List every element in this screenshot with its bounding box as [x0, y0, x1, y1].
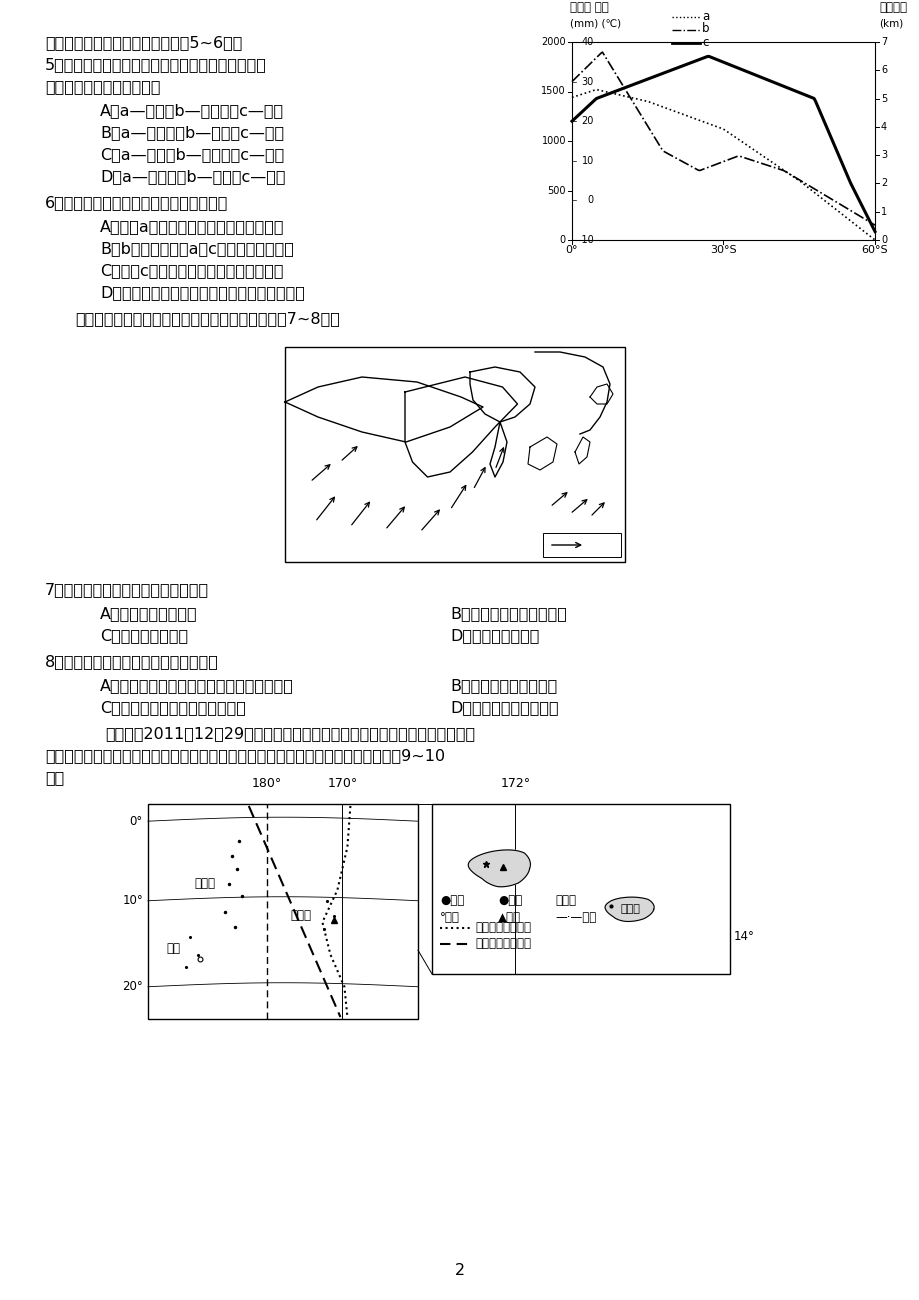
- Bar: [285, 347, 624, 562]
- Text: 20°: 20°: [122, 980, 142, 993]
- Text: 0°: 0°: [565, 244, 578, 255]
- Text: 降水量 气温: 降水量 气温: [570, 1, 608, 14]
- Text: A．日本油轮从中东返航经北印度洋顺风顺水: A．日本油轮从中东返航经北印度洋顺风顺水: [100, 679, 293, 693]
- Text: 萨摩亚: 萨摩亚: [290, 910, 311, 923]
- Text: 雪线高度: 雪线高度: [878, 1, 906, 14]
- Text: 1: 1: [880, 207, 886, 217]
- Bar: [572, 42, 874, 240]
- Text: 7．图中大气环流的形成的主要原因是: 7．图中大气环流的形成的主要原因是: [45, 582, 209, 597]
- Text: (km): (km): [878, 20, 902, 29]
- Text: ●岛屿: ●岛屿: [439, 894, 464, 907]
- Text: 2: 2: [880, 178, 886, 188]
- Text: D．a—降水量，b—雪线，c—气温: D．a—降水量，b—雪线，c—气温: [100, 169, 285, 185]
- Text: 旧国际日期变更线: 旧国际日期变更线: [474, 937, 530, 950]
- Text: C．a—雪线，b—降水量，c—气温: C．a—雪线，b—降水量，c—气温: [100, 147, 284, 162]
- Text: 1000: 1000: [541, 136, 565, 146]
- Text: 0°: 0°: [130, 815, 142, 828]
- Text: A．海陆热力性质差异: A．海陆热力性质差异: [100, 606, 198, 621]
- Text: a: a: [701, 9, 709, 22]
- Text: C．洋流的季节变化: C．洋流的季节变化: [100, 628, 187, 644]
- Text: c: c: [701, 35, 708, 48]
- Text: 图瓦卢: 图瓦卢: [195, 878, 216, 891]
- Text: 的国家，变成最早迎接新一天的国家，国际日期变更线因此发生了改变。读图，完成9~10: 的国家，变成最早迎接新一天的国家，国际日期变更线因此发生了改变。读图，完成9~1…: [45, 747, 445, 763]
- Text: D．地中海沿岸炎热干燥: D．地中海沿岸炎热干燥: [449, 699, 558, 715]
- Text: 5: 5: [880, 94, 886, 104]
- Text: 新国际日期变更线: 新国际日期变更线: [474, 920, 530, 933]
- Text: B．气压带、风带季节移动: B．气压带、风带季节移动: [449, 606, 566, 621]
- Text: 170°: 170°: [327, 777, 357, 790]
- Text: ▲山峰: ▲山峰: [497, 911, 520, 924]
- Text: 0: 0: [880, 235, 886, 244]
- Text: ●首都: ●首都: [497, 894, 522, 907]
- Polygon shape: [468, 850, 530, 887]
- Text: 当地时间2011年12月29日，太平洋岛国萨摩亚决定由全球最后一个迎接新一天: 当地时间2011年12月29日，太平洋岛国萨摩亚决定由全球最后一个迎接新一天: [105, 725, 474, 741]
- Text: 5．对南半球不同纬度多年平均雪线高度以及气温、: 5．对南半球不同纬度多年平均雪线高度以及气温、: [45, 57, 267, 72]
- Text: 40: 40: [581, 36, 594, 47]
- Text: 0: 0: [560, 235, 565, 244]
- Text: 题。: 题。: [45, 770, 64, 785]
- Text: 14°: 14°: [733, 930, 754, 942]
- Text: 30: 30: [581, 77, 594, 87]
- Text: 172°: 172°: [500, 777, 530, 790]
- Text: D．中高纬地区，三条曲线的变化趋势基本一致: D．中高纬地区，三条曲线的变化趋势基本一致: [100, 285, 304, 300]
- Text: 阿皮亚: 阿皮亚: [620, 905, 640, 914]
- Text: b: b: [701, 22, 709, 35]
- Text: D．地球的自转运动: D．地球的自转运动: [449, 628, 539, 644]
- Text: 气温、降水量的分布。读图，完成5~6题。: 气温、降水量的分布。读图，完成5~6题。: [45, 35, 242, 49]
- Text: C．美国中央平原玉米正值生长期: C．美国中央平原玉米正值生长期: [100, 699, 245, 715]
- Text: B．b曲线的峰值与a、c曲线均有密切关系: B．b曲线的峰值与a、c曲线均有密切关系: [100, 240, 293, 256]
- Text: B．华北平原沙尘暴多发: B．华北平原沙尘暴多发: [449, 679, 557, 693]
- Text: 下图为某区域某季节季风环流示意图。读图，完成7~8题。: 下图为某区域某季节季风环流示意图。读图，完成7~8题。: [75, 311, 339, 326]
- Text: 180°: 180°: [252, 777, 281, 790]
- Text: 10: 10: [581, 156, 594, 166]
- Text: -10: -10: [578, 235, 594, 244]
- Text: 风向: 风向: [586, 538, 601, 551]
- Bar: [148, 803, 417, 1019]
- Text: 6．下列对图中曲线变化的叙述，正确的是: 6．下列对图中曲线变化的叙述，正确的是: [45, 195, 228, 211]
- Text: 2000: 2000: [540, 36, 565, 47]
- Text: —·—道路: —·—道路: [554, 911, 596, 924]
- Text: C．影响c曲线变化的主要因素是大气环流: C．影响c曲线变化的主要因素是大气环流: [100, 263, 283, 278]
- Text: 1500: 1500: [540, 87, 565, 96]
- Polygon shape: [605, 897, 653, 922]
- Text: 20: 20: [581, 116, 594, 126]
- Text: 30°S: 30°S: [709, 244, 736, 255]
- Text: ～河流: ～河流: [554, 894, 575, 907]
- Text: 6: 6: [880, 65, 886, 75]
- Text: 10°: 10°: [122, 894, 142, 907]
- Text: 2: 2: [454, 1264, 465, 1278]
- Text: 7: 7: [880, 36, 886, 47]
- Text: 8．图中所示季节，下列现象最不可能是: 8．图中所示季节，下列现象最不可能是: [45, 654, 219, 670]
- Text: 斐济: 斐济: [165, 941, 180, 954]
- Text: 4: 4: [880, 122, 886, 131]
- Text: 500: 500: [547, 186, 565, 195]
- Text: B．a—降水量，b—气温，c—雪线: B．a—降水量，b—气温，c—雪线: [100, 125, 284, 140]
- Bar: [542, 533, 620, 556]
- Text: A．a—气温，b—降水量，c—雪线: A．a—气温，b—降水量，c—雪线: [100, 103, 284, 118]
- Text: (mm) (℃): (mm) (℃): [570, 20, 620, 29]
- Bar: [432, 803, 729, 974]
- Text: 0: 0: [587, 195, 594, 205]
- Text: °城镇: °城镇: [439, 911, 460, 924]
- Text: 降水量曲线的表示正确的是: 降水量曲线的表示正确的是: [45, 79, 160, 94]
- Text: 3: 3: [880, 150, 886, 160]
- Text: A．影响a曲线变化的主要因素是海陆分布: A．影响a曲线变化的主要因素是海陆分布: [100, 218, 284, 234]
- Text: 60°S: 60°S: [861, 244, 888, 255]
